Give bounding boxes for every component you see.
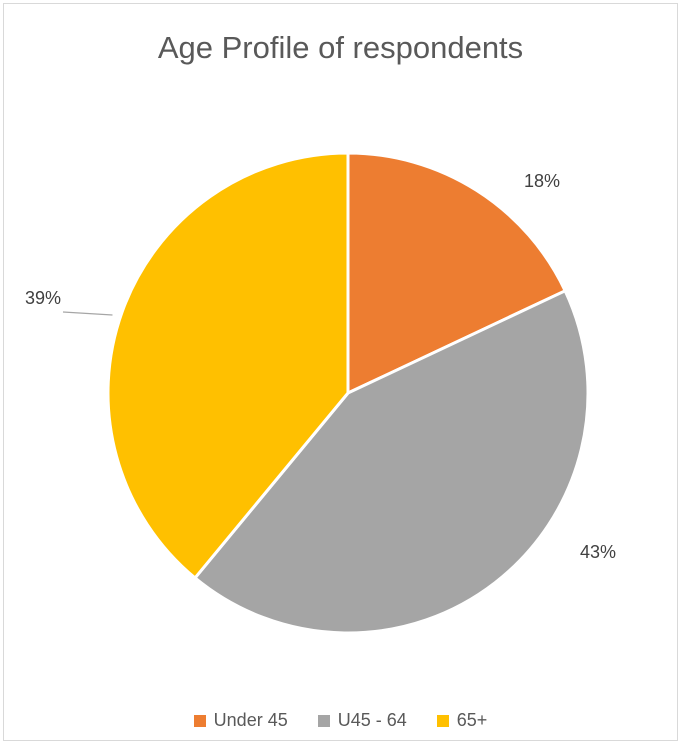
data-label-65-plus: 39% — [25, 288, 61, 308]
legend-label-under-45: Under 45 — [213, 710, 288, 730]
legend-item-u45-64[interactable]: U45 - 64 — [317, 710, 407, 731]
legend-swatch-under-45 — [193, 714, 206, 727]
leader-line-65-plus — [62, 311, 113, 316]
data-label-under-45: 18% — [524, 171, 560, 191]
pie-slice-65-plus[interactable] — [106, 151, 350, 580]
pie-chart: 18% 43% 39% — [25, 151, 616, 635]
chart-title: Age Profile of respondents — [157, 30, 524, 65]
legend: Under 45 U45 - 64 65+ — [4, 710, 677, 731]
legend-label-u45-64: U45 - 64 — [337, 710, 407, 730]
leader-lines — [62, 311, 113, 316]
data-labels: 18% 43% 39% — [25, 171, 616, 562]
pie-slice-under-45[interactable] — [346, 151, 567, 395]
legend-swatch-65-plus — [436, 714, 449, 727]
pie-slices — [106, 151, 590, 635]
chart-area: Age Profile of respondents 18% 43% 39% Und… — [3, 3, 678, 741]
legend-item-under-45[interactable]: Under 45 — [193, 710, 288, 731]
legend-label-65-plus: 65+ — [456, 710, 488, 730]
legend-item-65-plus[interactable]: 65+ — [436, 710, 488, 731]
pie-slice-u45-64[interactable] — [193, 289, 590, 635]
data-label-u45-64: 43% — [580, 542, 616, 562]
legend-swatch-u45-64 — [317, 714, 330, 727]
